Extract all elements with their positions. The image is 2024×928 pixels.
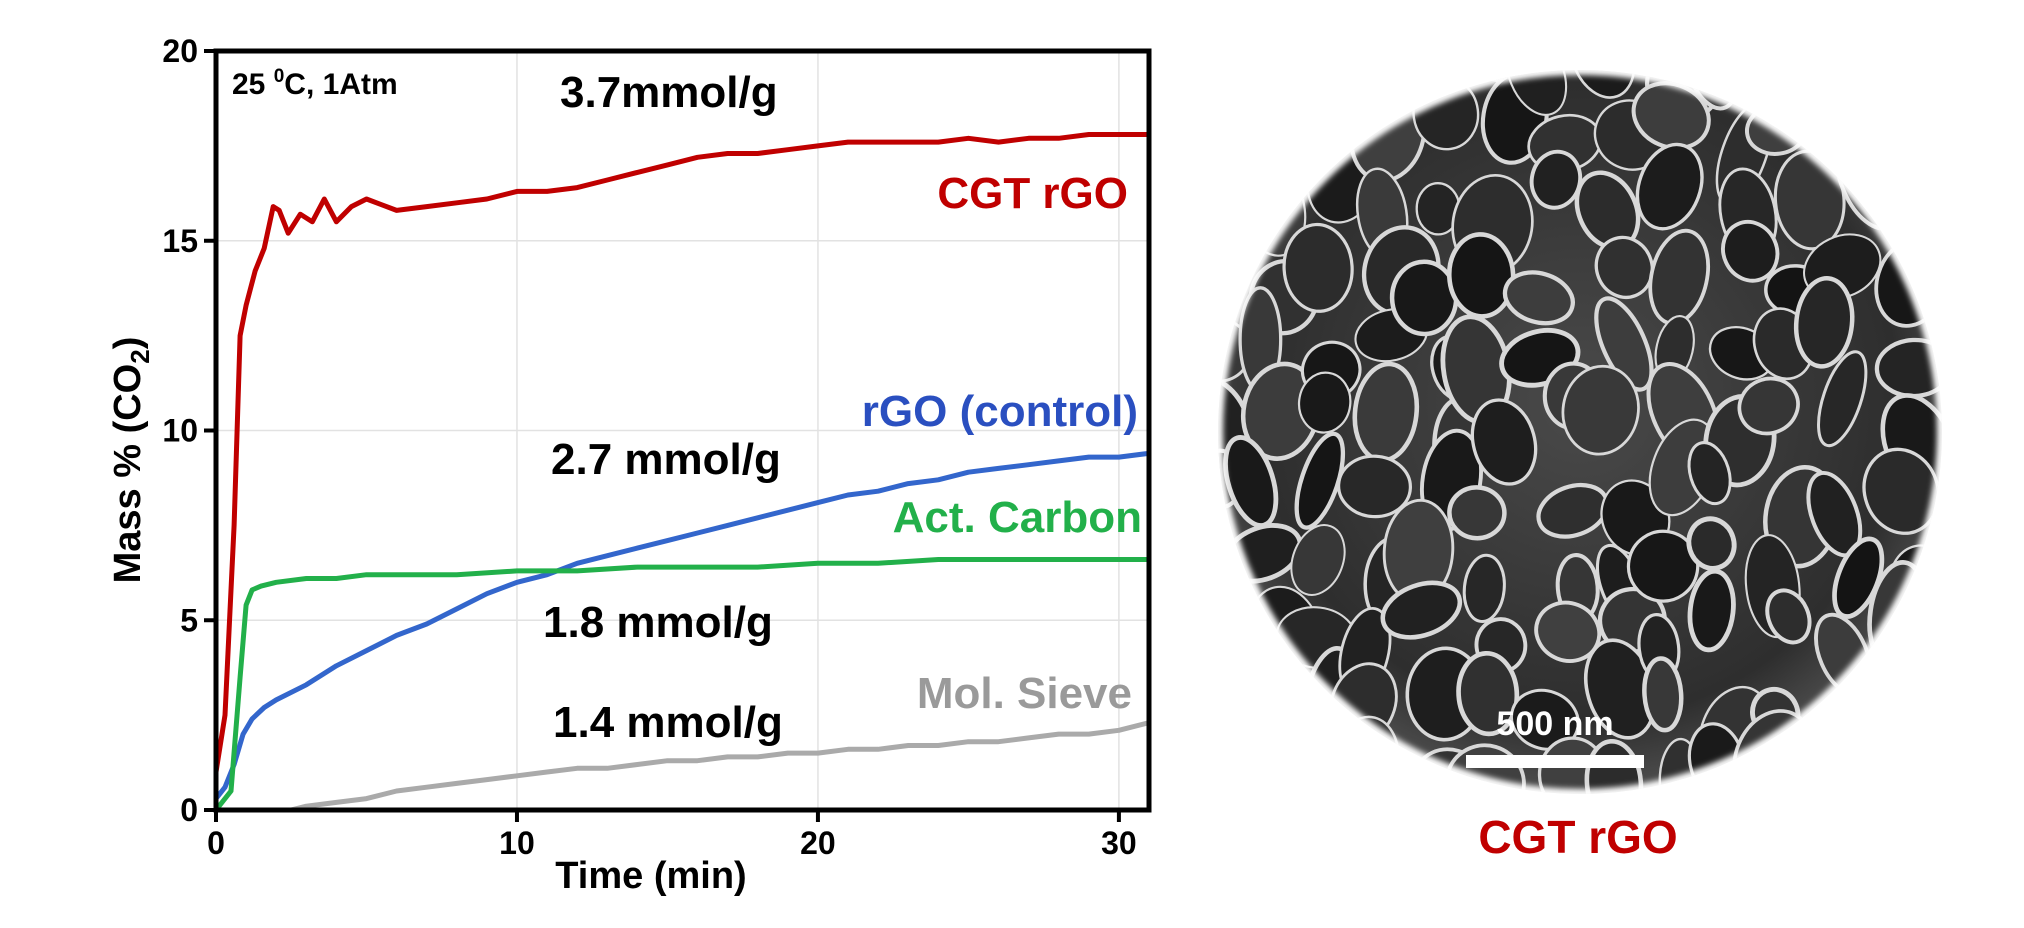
capacity-label-cgt-rgo: 3.7mmol/g: [560, 68, 778, 117]
x-tick-label: 10: [499, 825, 535, 861]
y-tick-label: 10: [162, 413, 198, 449]
pore: [1737, 376, 1800, 436]
pore: [1687, 568, 1736, 653]
pore: [1218, 659, 1252, 754]
pore: [1686, 516, 1737, 571]
pore: [1446, 232, 1516, 319]
pore: [1258, 99, 1311, 185]
scale-bar-label: 500 nm: [1496, 705, 1613, 743]
x-tick-label: 30: [1101, 825, 1137, 861]
capacity-label-mol-sieve: 1.4 mmol/g: [553, 698, 783, 747]
pore: [1765, 588, 1812, 645]
y-tick-label: 0: [180, 792, 198, 828]
pore: [1817, 350, 1868, 448]
pore: [1687, 441, 1732, 506]
x-axis-label: Time (min): [555, 855, 746, 897]
pore: [1857, 679, 1937, 776]
series-layer: [216, 132, 1149, 810]
pore: [1447, 485, 1507, 541]
sem-micrograph: 500 nm CGT rGO: [1213, 65, 1947, 863]
series-label-rgo-control: rGO (control): [862, 387, 1138, 436]
pore: [1290, 524, 1346, 596]
pore: [1218, 70, 1287, 104]
pore: [1282, 222, 1354, 313]
pore: [1462, 553, 1506, 623]
pore: [1626, 529, 1700, 603]
pore: [1736, 70, 1813, 115]
pore: [1221, 741, 1272, 794]
pore: [1721, 219, 1780, 283]
pore: [1380, 580, 1463, 640]
pore: [1294, 431, 1346, 530]
pore: [1811, 735, 1895, 794]
pore: [1244, 686, 1308, 770]
pore: [1877, 751, 1942, 794]
scale-bar: [1466, 755, 1644, 768]
series-line-mol-sieve: [216, 720, 1149, 810]
pore: [1802, 70, 1870, 96]
pore: [1840, 679, 1892, 768]
series-label-cgt-rgo: CGT rGO: [937, 169, 1128, 218]
adsorption-chart: 0 10 20 30 0 5 10 15 20 25 0C, 1Atm Time (min) M…: [107, 33, 1152, 897]
y-axis-label: Mass % (CO2): [107, 337, 155, 584]
series-label-mol-sieve: Mol. Sieve: [917, 669, 1132, 718]
pore: [1456, 650, 1520, 737]
y-tick-label: 15: [162, 223, 198, 259]
pore: [1594, 235, 1654, 299]
pore: [1218, 70, 1225, 169]
axis-ticks: 0 10 20 30 0 5 10 15 20: [162, 33, 1136, 861]
pore: [1218, 243, 1226, 335]
pore: [1218, 166, 1252, 245]
series-line-rgo-control: [216, 450, 1149, 802]
pore: [1295, 70, 1359, 111]
condition-label: 25 0C, 1Atm: [232, 66, 398, 101]
pore: [1793, 275, 1855, 369]
pore: [1297, 371, 1352, 434]
y-tick-label: 20: [162, 33, 198, 69]
pore: [1304, 742, 1380, 794]
y-tick-label: 5: [180, 602, 198, 638]
capacity-label-act-carbon: 1.8 mmol/g: [543, 598, 773, 647]
pore: [1635, 142, 1704, 231]
x-tick-label: 0: [207, 825, 225, 861]
pore: [1878, 94, 1929, 169]
pore: [1436, 70, 1487, 76]
pore: [1642, 656, 1684, 733]
pore: [1871, 70, 1924, 97]
series-label-act-carbon: Act. Carbon: [893, 493, 1142, 542]
micrograph-caption: CGT rGO: [1478, 811, 1677, 863]
pore: [1337, 454, 1412, 519]
pore: [1510, 688, 1580, 751]
pore: [1561, 364, 1640, 456]
pore: [1502, 270, 1575, 326]
x-tick-label: 20: [800, 825, 836, 861]
pore: [1594, 296, 1654, 392]
series-line-act-carbon: [216, 557, 1149, 810]
capacity-label-rgo-control: 2.7 mmol/g: [551, 435, 781, 484]
pore: [1470, 398, 1538, 486]
pore: [1218, 583, 1241, 643]
series-line-cgt-rgo: [216, 132, 1149, 775]
pore: [1534, 600, 1602, 663]
pore: [1218, 753, 1268, 794]
